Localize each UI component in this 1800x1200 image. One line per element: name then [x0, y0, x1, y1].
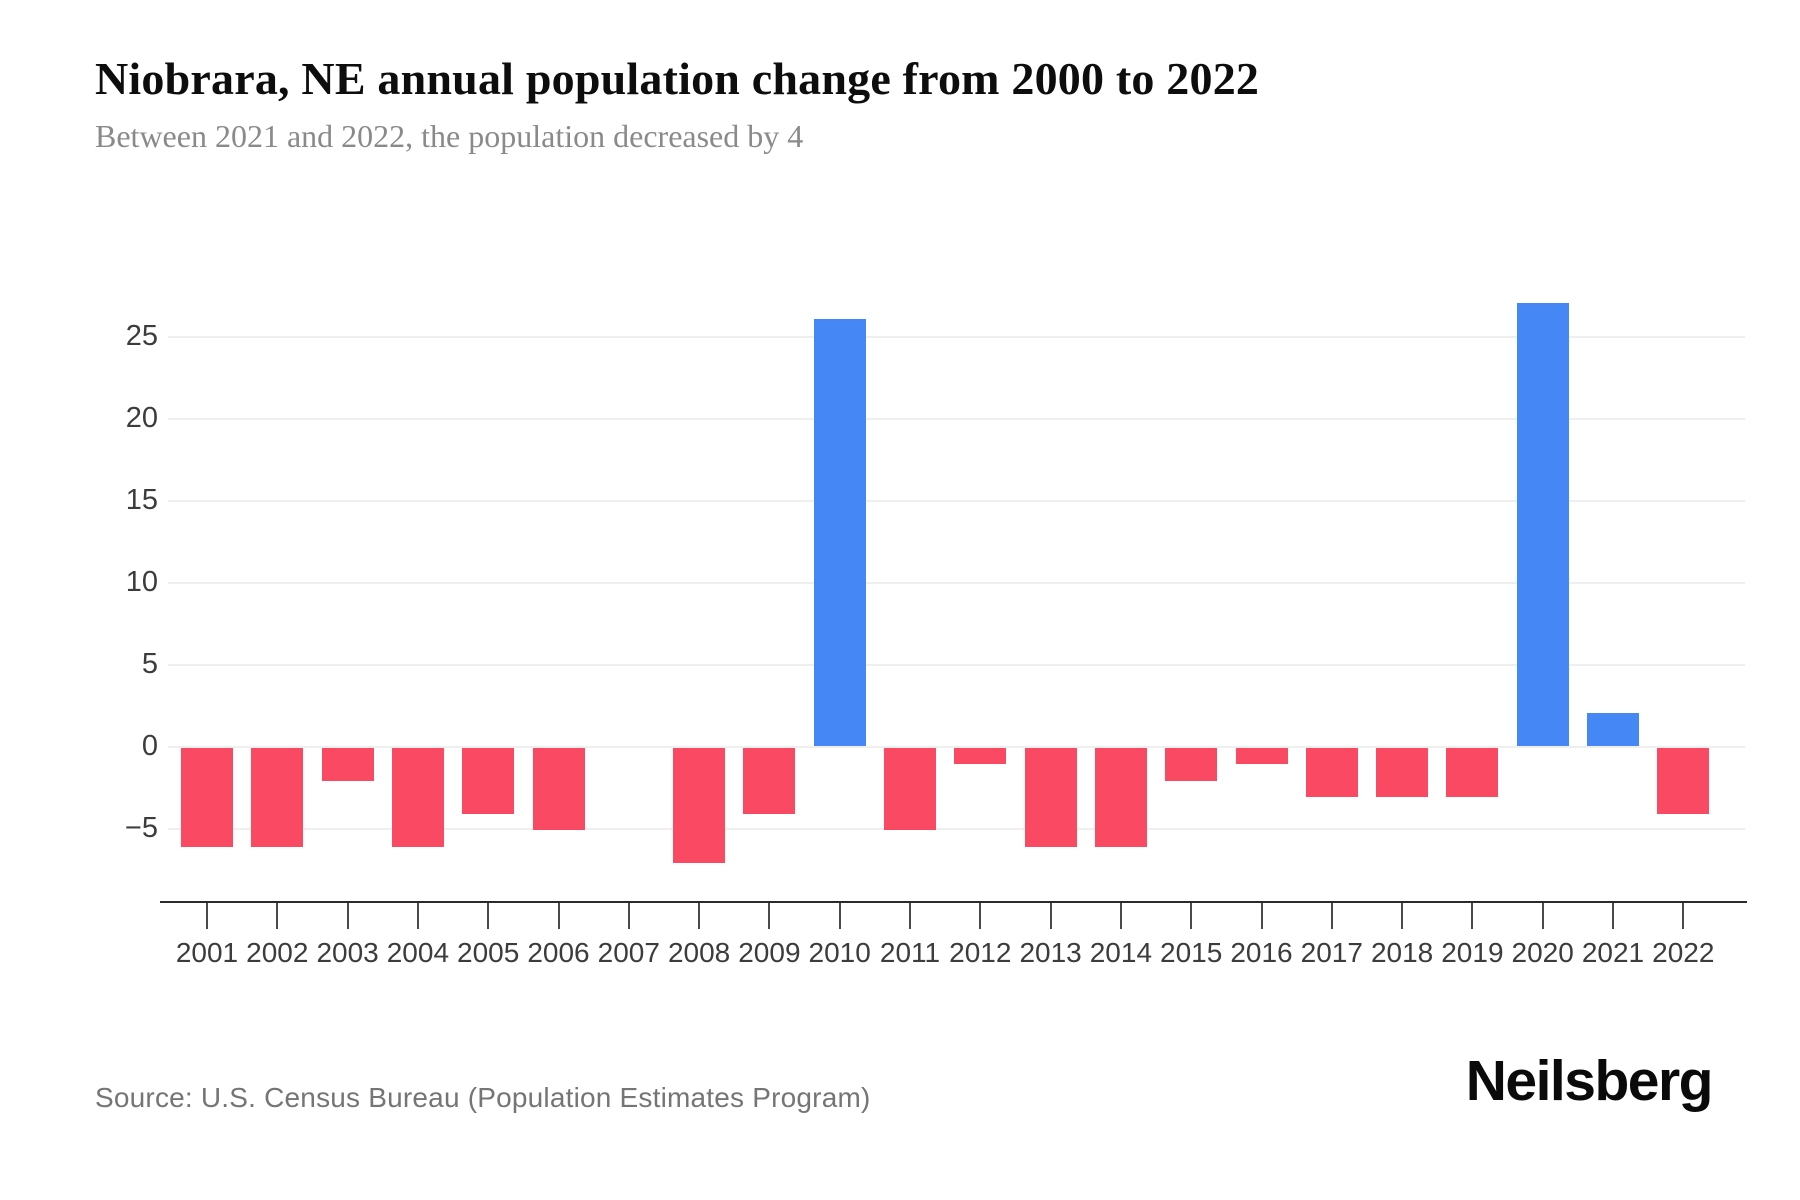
x-axis-label: 2003: [316, 937, 379, 968]
x-tick: [346, 903, 349, 929]
bar-2016: [1235, 748, 1288, 765]
x-axis-label: 2019: [1441, 937, 1504, 968]
x-axis-label: 2016: [1230, 937, 1293, 968]
x-axis-label: 2005: [457, 937, 520, 968]
bar-2008: [673, 748, 726, 863]
x-tick: [979, 903, 982, 929]
bar-2003: [321, 748, 374, 781]
y-gridline: [168, 417, 1745, 420]
y-axis-label: 20: [125, 401, 158, 434]
source-note: Source: U.S. Census Bureau (Population E…: [95, 1082, 871, 1113]
x-tick: [1330, 903, 1333, 929]
x-axis-label: 2008: [667, 937, 731, 968]
bar-2018: [1376, 748, 1429, 798]
x-axis-label: 2020: [1511, 937, 1574, 968]
x-axis-label: 2011: [879, 937, 941, 968]
y-gridline: [168, 663, 1745, 666]
bar-2012: [954, 748, 1007, 765]
y-gridline: [168, 581, 1745, 584]
bar-2004: [391, 748, 444, 847]
x-tick: [768, 903, 771, 929]
bar-2006: [532, 748, 585, 831]
x-tick: [909, 903, 911, 929]
x-axis-label: 2010: [808, 937, 871, 968]
bar-2019: [1446, 748, 1499, 798]
chart-subtitle: Between 2021 and 2022, the population de…: [95, 118, 804, 154]
y-axis-label: −5: [124, 812, 158, 845]
x-tick: [1260, 903, 1263, 929]
x-axis-label: 2001: [175, 937, 239, 968]
x-axis-label: 2015: [1160, 937, 1223, 968]
y-axis-label: 5: [141, 647, 158, 680]
x-tick: [1401, 903, 1404, 929]
x-axis-line: [160, 901, 1747, 903]
x-tick: [698, 903, 701, 929]
x-axis-label: 2014: [1089, 937, 1153, 968]
x-axis-label: 2007: [597, 937, 660, 968]
neilsberg-logo: Neilsberg: [1465, 1049, 1714, 1113]
y-gridline: [168, 746, 1745, 748]
x-tick: [1471, 903, 1474, 929]
y-gridline: [168, 335, 1745, 338]
x-axis-label: 2018: [1370, 937, 1434, 968]
x-axis-label: 2009: [738, 937, 801, 968]
bar-2015: [1165, 748, 1218, 781]
bar-2021: [1587, 713, 1639, 746]
chart-title: Niobrara, NE annual population change fr…: [95, 53, 1260, 104]
x-tick: [1541, 903, 1544, 929]
x-tick: [487, 903, 490, 929]
y-gridline: [168, 499, 1745, 502]
bar-2009: [743, 748, 796, 814]
x-axis-label: 2004: [386, 937, 450, 968]
bar-2020: [1516, 302, 1569, 746]
x-tick: [1190, 903, 1193, 929]
x-axis-label: 2022: [1652, 937, 1715, 968]
bar-2005: [462, 748, 515, 814]
y-axis-label: 15: [125, 483, 158, 516]
bar-2001: [181, 748, 233, 847]
x-tick: [416, 903, 419, 929]
x-tick: [276, 903, 279, 929]
x-axis-label: 2013: [1019, 937, 1082, 968]
x-tick: [838, 903, 841, 929]
x-tick: [557, 903, 560, 929]
x-tick: [206, 903, 208, 929]
x-axis-label: 2021: [1581, 937, 1645, 968]
x-tick: [1049, 903, 1052, 929]
bar-2022: [1657, 748, 1710, 814]
bar-2002: [251, 748, 304, 847]
x-axis-label: 2006: [527, 937, 590, 968]
x-tick: [627, 903, 630, 929]
bar-2017: [1305, 748, 1358, 798]
x-axis-label: 2017: [1300, 937, 1363, 968]
y-gridline: [168, 828, 1745, 831]
bar-2010: [813, 319, 866, 746]
y-axis-label: 10: [125, 565, 158, 598]
x-axis-label: 2012: [949, 937, 1012, 968]
bar-2014: [1094, 748, 1147, 847]
bar-2013: [1024, 748, 1077, 847]
y-axis-label: 0: [141, 730, 158, 762]
x-tick: [1119, 903, 1122, 929]
x-axis-label: 2002: [246, 937, 309, 968]
y-axis-label: 25: [125, 319, 158, 352]
bar-2011: [884, 748, 936, 831]
x-tick: [1682, 903, 1685, 929]
x-tick: [1612, 903, 1614, 929]
